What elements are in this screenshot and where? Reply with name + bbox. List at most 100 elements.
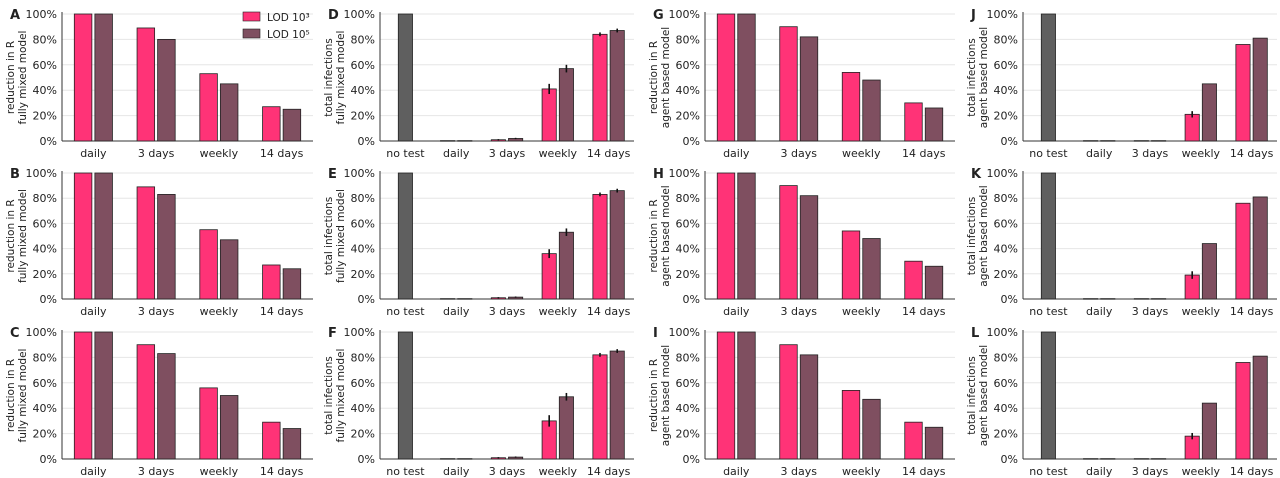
y-axis-label-line: agent based model bbox=[978, 185, 990, 286]
y-tick-label: 40% bbox=[676, 243, 700, 256]
bar-lod5 bbox=[609, 190, 625, 300]
legend: LOD 10³ LOD 10⁵ bbox=[242, 11, 310, 41]
y-tick-label: 0% bbox=[683, 135, 700, 148]
bar-lod3 bbox=[1184, 435, 1200, 460]
bar-lod3 bbox=[73, 172, 93, 300]
y-tick-label: 100% bbox=[26, 326, 57, 339]
x-tick-label: 14 days bbox=[902, 465, 946, 478]
y-axis-label: total infectionsfully mixed model bbox=[323, 31, 347, 125]
x-tick-label: 3 days bbox=[138, 147, 175, 160]
x-tick-label: weekly bbox=[539, 465, 578, 478]
y-tick-label: 60% bbox=[351, 217, 375, 230]
bar-lod5 bbox=[457, 458, 473, 460]
y-axis-label-line: fully mixed model bbox=[17, 349, 29, 443]
y-axis-label-line: agent based model bbox=[978, 27, 990, 128]
y-tick-label: 60% bbox=[994, 377, 1018, 390]
bar-lod3 bbox=[440, 140, 456, 142]
bar-lod5 bbox=[157, 39, 176, 142]
x-tick-label: no test bbox=[386, 465, 425, 478]
x-tick-label: 14 days bbox=[587, 147, 631, 160]
bar-lod3 bbox=[440, 458, 456, 460]
bar-lod3 bbox=[904, 421, 923, 460]
y-tick-label: 0% bbox=[683, 293, 700, 306]
y-axis-label: reduction in Rfully mixed model bbox=[5, 31, 29, 125]
y-axis-label-line: reduction in R bbox=[5, 359, 17, 432]
x-tick-label: daily bbox=[443, 305, 470, 318]
bar-lod3 bbox=[841, 390, 861, 460]
bar-lod3 bbox=[262, 421, 281, 460]
bar-lod5 bbox=[457, 298, 473, 300]
legend-label-lod5: LOD 10⁵ bbox=[267, 29, 310, 41]
y-axis-label: total infectionsagent based model bbox=[966, 185, 990, 286]
y-tick-label: 60% bbox=[994, 217, 1018, 230]
legend-label-lod3: LOD 10³ bbox=[267, 12, 310, 24]
x-tick-label: no test bbox=[1029, 147, 1068, 160]
y-tick-label: 0% bbox=[358, 135, 375, 148]
x-tick-label: no test bbox=[1029, 305, 1068, 318]
x-tick-label: daily bbox=[723, 147, 750, 160]
y-tick-label: 60% bbox=[994, 59, 1018, 72]
x-tick-label: 3 days bbox=[489, 465, 526, 478]
bar-lod5 bbox=[1151, 458, 1167, 460]
y-tick-label: 20% bbox=[351, 268, 375, 281]
bar-lod5 bbox=[94, 331, 113, 460]
bar-lod5 bbox=[558, 231, 574, 300]
y-axis-label-line: reduction in R bbox=[648, 199, 660, 272]
x-tick-label: weekly bbox=[1182, 465, 1221, 478]
x-tick-label: 3 days bbox=[489, 305, 526, 318]
bar-lod5 bbox=[1252, 355, 1268, 460]
x-tick-label: 3 days bbox=[1132, 465, 1169, 478]
y-tick-label: 100% bbox=[987, 8, 1018, 21]
x-tick-label: daily bbox=[443, 465, 470, 478]
bar-lod3 bbox=[136, 27, 156, 142]
y-tick-label: 20% bbox=[676, 428, 700, 441]
bar-lod5 bbox=[1100, 458, 1116, 460]
x-tick-label: 3 days bbox=[1132, 305, 1169, 318]
y-tick-label: 20% bbox=[33, 428, 57, 441]
y-tick-label: 40% bbox=[994, 84, 1018, 97]
y-tick-label: 100% bbox=[344, 167, 375, 180]
bar-lod3 bbox=[199, 387, 218, 460]
bar-lod3 bbox=[440, 298, 456, 300]
bar-lod3 bbox=[1133, 298, 1149, 300]
y-tick-label: 20% bbox=[994, 428, 1018, 441]
x-tick-label: weekly bbox=[842, 147, 881, 160]
y-tick-label: 80% bbox=[351, 33, 375, 46]
y-tick-label: 80% bbox=[676, 192, 700, 205]
bar-lod3 bbox=[73, 13, 93, 142]
y-tick-label: 40% bbox=[351, 243, 375, 256]
bar-no-test bbox=[1040, 331, 1056, 460]
x-tick-label: 3 days bbox=[1132, 147, 1169, 160]
panel-letter: F bbox=[328, 326, 337, 341]
x-tick-label: daily bbox=[1086, 465, 1113, 478]
bar-lod3 bbox=[592, 194, 608, 300]
panel-letter: G bbox=[653, 8, 664, 23]
y-axis-label-line: fully mixed model bbox=[17, 189, 29, 283]
x-tick-label: daily bbox=[80, 147, 107, 160]
bar-lod5 bbox=[862, 79, 881, 142]
bar-lod3 bbox=[73, 331, 93, 460]
bar-lod5 bbox=[94, 13, 113, 142]
bar-lod5 bbox=[799, 195, 819, 300]
y-tick-label: 80% bbox=[994, 192, 1018, 205]
bar-lod5 bbox=[1252, 196, 1268, 300]
x-tick-label: 14 days bbox=[260, 147, 304, 160]
y-tick-label: 40% bbox=[994, 402, 1018, 415]
y-axis-label-line: total infections bbox=[966, 356, 978, 434]
bar-lod3 bbox=[592, 354, 608, 460]
bar-no-test bbox=[397, 13, 413, 142]
y-tick-label: 60% bbox=[351, 377, 375, 390]
y-axis-label: reduction in Rfully mixed model bbox=[5, 189, 29, 283]
y-tick-label: 80% bbox=[33, 33, 57, 46]
y-tick-label: 60% bbox=[351, 59, 375, 72]
x-tick-label: 14 days bbox=[587, 465, 631, 478]
x-tick-label: 14 days bbox=[1230, 465, 1274, 478]
bar-lod5 bbox=[862, 238, 881, 300]
x-tick-label: 3 days bbox=[781, 147, 818, 160]
bar-lod5 bbox=[282, 428, 302, 460]
y-tick-label: 100% bbox=[26, 8, 57, 21]
